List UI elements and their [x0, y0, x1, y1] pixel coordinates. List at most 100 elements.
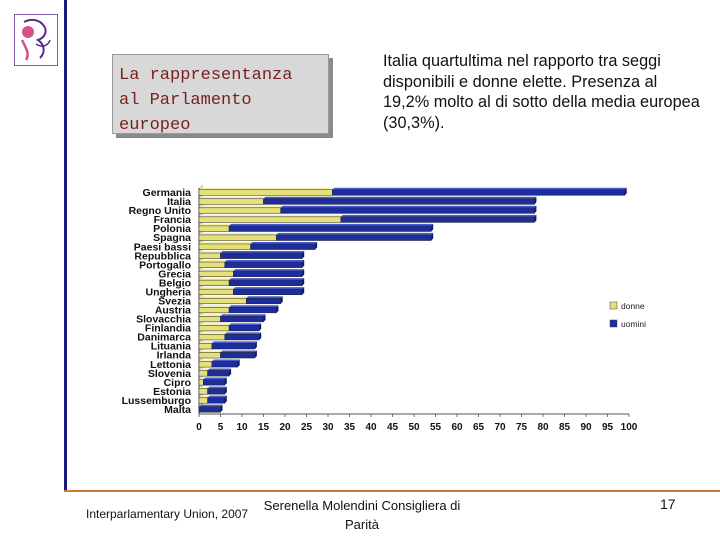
bar-uomini — [207, 370, 230, 377]
bar-top-donne — [199, 314, 223, 317]
x-tick-label: 35 — [344, 422, 356, 433]
bar-donne — [198, 334, 226, 341]
bar-top-uomini — [280, 205, 537, 208]
bar-donne — [198, 270, 234, 277]
bar-donne — [198, 352, 221, 359]
bar-end-cap — [534, 205, 537, 214]
bar-uomini — [228, 225, 432, 232]
x-tick-label: 60 — [451, 422, 463, 433]
bar-top-uomini — [220, 314, 266, 317]
bar-end-cap — [302, 250, 305, 259]
bar-uomini — [228, 279, 303, 286]
bar-top-uomini — [263, 196, 537, 199]
bar-top-donne — [199, 332, 227, 335]
category-label: Polonia — [153, 223, 191, 235]
x-tick-label: 85 — [559, 422, 571, 433]
category-label: Slovacchia — [136, 314, 191, 326]
x-tick-label: 0 — [196, 422, 202, 433]
bar-top-uomini — [229, 223, 434, 226]
bar-uomini — [233, 270, 303, 277]
bar-top-donne — [199, 196, 266, 199]
bar-uomini — [246, 297, 281, 305]
bar-end-cap — [431, 223, 434, 232]
bar-end-cap — [302, 269, 305, 277]
bar-top-uomini — [276, 232, 434, 235]
bar-uomini — [228, 325, 260, 332]
bar-top-uomini — [340, 214, 537, 217]
category-label: Lettonia — [150, 359, 191, 371]
x-tick-label: 80 — [537, 422, 549, 433]
x-tick-label: 10 — [236, 422, 248, 433]
logo-icon — [13, 13, 59, 67]
title-line-3: europeo — [119, 116, 191, 135]
bar-top-donne — [199, 260, 227, 263]
bar-top-uomini — [233, 287, 305, 290]
category-label: Slovenia — [148, 368, 191, 380]
bar-top-uomini — [224, 260, 305, 263]
bar-top-donne — [199, 377, 206, 380]
bar-end-cap — [254, 350, 257, 359]
category-label: Cipro — [164, 377, 191, 389]
x-tick-label: 40 — [365, 422, 377, 433]
bar-donne — [198, 189, 333, 196]
bar-top-uomini — [246, 296, 283, 299]
bar-end-cap — [224, 395, 227, 404]
x-tick-label: 15 — [258, 422, 270, 433]
category-label: Lituania — [151, 341, 191, 353]
bar-donne — [198, 316, 221, 323]
bar-uomini — [203, 379, 226, 386]
chart: Germania Italia Regno Unito Francia Polonia S… — [110, 180, 650, 440]
bar-uomini — [263, 198, 535, 205]
bar-top-donne — [199, 341, 214, 344]
bar-uomini — [220, 252, 303, 259]
bar-end-cap — [259, 323, 262, 331]
page-number: 17 — [660, 496, 676, 512]
bar-end-cap — [280, 296, 283, 304]
bar-top-uomini — [229, 278, 305, 281]
bar-end-cap — [302, 287, 305, 295]
bar-uomini — [198, 406, 221, 413]
bar-top-donne — [199, 223, 232, 226]
bar-end-cap — [259, 332, 262, 340]
category-label: Germania — [143, 187, 192, 199]
category-label: Ungheria — [145, 286, 191, 298]
x-tick-label: 100 — [621, 422, 638, 433]
category-label: Svezia — [158, 296, 191, 308]
bar-donne — [198, 207, 281, 214]
bar-uomini — [250, 243, 316, 250]
bar-uomini — [207, 388, 226, 395]
bar-end-cap — [302, 260, 305, 268]
bar-top-donne — [199, 278, 232, 281]
bar-donne — [198, 388, 208, 395]
x-tick-label: 95 — [602, 422, 614, 433]
x-tick-label: 25 — [301, 422, 313, 433]
bar-top-uomini — [233, 269, 305, 272]
bar-top-uomini — [332, 187, 627, 190]
footer-rule — [64, 490, 720, 492]
category-label: Irlanda — [157, 350, 192, 362]
bar-uomini — [233, 288, 303, 296]
bar-donne — [198, 397, 208, 404]
category-label: Lussemburgo — [122, 395, 191, 407]
category-label: Paesi bassi — [134, 241, 191, 253]
bar-top-uomini — [211, 359, 240, 362]
bar-donne — [198, 361, 213, 368]
bar-top-donne — [199, 386, 210, 389]
bar-uomini — [211, 343, 256, 350]
bar-top-uomini — [207, 368, 232, 371]
bar-donne — [198, 325, 230, 332]
bar-end-cap — [229, 368, 232, 377]
bar-uomini — [276, 234, 432, 241]
category-label: Repubblica — [134, 250, 191, 262]
slide-description: Italia quartultima nel rapporto tra segg… — [383, 52, 700, 132]
bar-donne — [198, 252, 221, 259]
bar-top-donne — [199, 395, 210, 398]
bar-end-cap — [302, 278, 305, 286]
legend-label-uomini: uomini — [621, 319, 646, 329]
bar-top-donne — [199, 269, 236, 272]
bar-donne — [198, 261, 226, 268]
bar-end-cap — [534, 214, 537, 223]
category-label: Malta — [164, 404, 191, 416]
bar-donne — [198, 370, 208, 377]
